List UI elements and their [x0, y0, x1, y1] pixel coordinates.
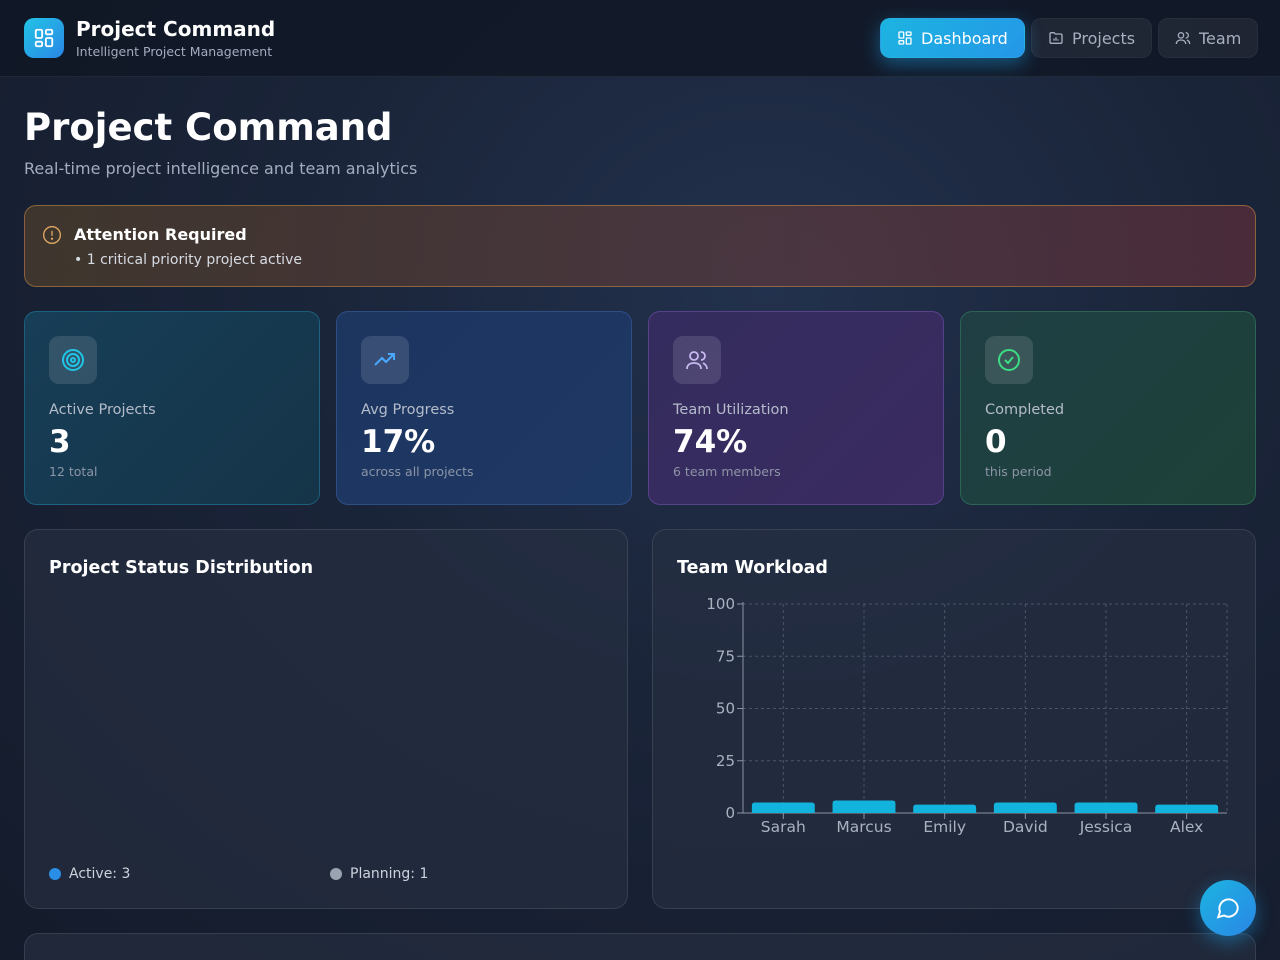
stat-subtext: 12 total [49, 464, 98, 479]
alert-title: Attention Required [74, 225, 247, 244]
stat-card-avg-progress: Avg Progress 17% across all projects [336, 311, 632, 505]
bar-david [993, 802, 1057, 813]
x-tick-label: Emily [923, 818, 966, 836]
alert-circle-icon [43, 226, 61, 244]
trending-up-icon [374, 353, 395, 366]
nav-dashboard-button[interactable]: Dashboard [880, 18, 1025, 58]
dashboard-icon [898, 31, 912, 45]
stat-value: 17% [361, 424, 436, 460]
nav-team-button[interactable]: Team [1158, 18, 1259, 58]
bottom-panel [24, 933, 1256, 960]
team-workload-chart: 0 25 50 75 100 Sarah Marcus Emily David Jessica Al… [706, 595, 1228, 836]
users-icon [686, 351, 708, 370]
stat-icon-wrap [673, 336, 721, 384]
stat-label: Active Projects [49, 402, 156, 418]
stat-card-active-projects: Active Projects 3 12 total [24, 311, 320, 505]
y-tick-label: 0 [725, 804, 735, 822]
y-tick-label: 100 [706, 595, 735, 613]
y-tick-label: 75 [716, 647, 735, 665]
attention-alert: Attention Required • 1 critical priority… [24, 205, 1256, 287]
x-tick-label: David [1003, 818, 1048, 836]
stat-card-completed: Completed 0 this period [960, 311, 1256, 505]
panel-title: Team Workload [677, 558, 828, 578]
stat-card-team-utilization: Team Utilization 74% 6 team members [648, 311, 944, 505]
grid-icon [34, 28, 54, 48]
stat-subtext: this period [985, 464, 1052, 479]
stat-icon-wrap [361, 336, 409, 384]
stat-label: Avg Progress [361, 402, 455, 418]
stat-label: Completed [985, 402, 1065, 418]
stat-value: 74% [673, 424, 748, 460]
stat-icon-wrap [985, 336, 1033, 384]
y-tick-label: 25 [716, 752, 735, 770]
team-workload-panel: Team Workload 0 25 50 75 100 Sarah Marcus Emily… [652, 529, 1256, 909]
users-icon [1175, 32, 1191, 45]
bar-alex [1155, 804, 1219, 813]
check-circle-icon [998, 349, 1020, 371]
y-tick-label: 50 [716, 700, 735, 718]
legend-item-planning[interactable]: Planning: 1 [330, 866, 428, 882]
nav-team-label: Team [1199, 28, 1242, 48]
legend-label: Active: 3 [69, 866, 131, 882]
stat-label: Team Utilization [673, 402, 789, 418]
alert-item: • 1 critical priority project active [74, 252, 302, 268]
legend-item-active[interactable]: Active: 3 [49, 866, 130, 882]
project-status-panel: Project Status Distribution Active: 3 Pl… [24, 529, 628, 909]
bar-emily [913, 804, 977, 813]
page-title: Project Command [24, 106, 393, 149]
app-title: Project Command [76, 17, 276, 41]
stat-subtext: 6 team members [673, 464, 781, 479]
stat-value: 3 [49, 424, 71, 460]
nav-projects-button[interactable]: Projects [1031, 18, 1153, 58]
app-logo[interactable] [24, 18, 64, 58]
stat-value: 0 [985, 424, 1007, 460]
x-tick-label: Alex [1170, 818, 1203, 836]
chat-icon [1216, 898, 1239, 919]
chat-button[interactable] [1200, 880, 1256, 936]
stat-icon-wrap [49, 336, 97, 384]
target-icon [62, 349, 84, 371]
top-bar: Project Command Intelligent Project Mana… [0, 0, 1280, 77]
panel-title: Project Status Distribution [49, 558, 314, 578]
nav-dashboard-label: Dashboard [921, 28, 1008, 48]
bar-jessica [1074, 802, 1138, 813]
app-subtitle: Intelligent Project Management [76, 44, 273, 59]
page-subtitle: Real-time project intelligence and team … [24, 159, 418, 178]
legend-label: Planning: 1 [350, 866, 429, 882]
legend-dot [49, 868, 61, 880]
nav-projects-label: Projects [1072, 28, 1136, 48]
x-tick-label: Marcus [836, 818, 891, 836]
bar-marcus [832, 800, 896, 813]
x-tick-label: Sarah [761, 818, 806, 836]
legend-dot [330, 868, 342, 880]
stat-subtext: across all projects [361, 464, 474, 479]
x-tick-label: Jessica [1079, 818, 1133, 836]
bar-sarah [751, 802, 815, 813]
folder-icon [1049, 32, 1063, 44]
